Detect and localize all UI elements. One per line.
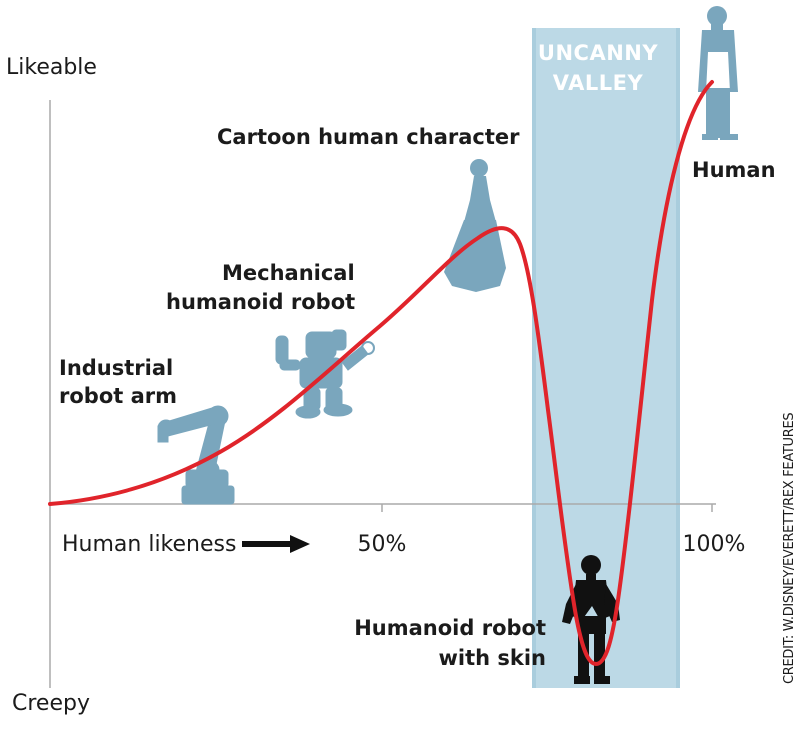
label-human: Human [692, 158, 776, 182]
uncanny-valley-band-edge-left [532, 28, 536, 688]
human-icon [698, 6, 738, 140]
label-industrial-line2: robot arm [59, 384, 177, 408]
y-axis-top-label: Likeable [6, 55, 97, 80]
x-tick-100: 100% [683, 532, 746, 557]
uncanny-valley-band [532, 28, 680, 688]
label-mechanical-line1: Mechanical [222, 261, 355, 285]
x-tick-50: 50% [358, 532, 407, 557]
image-credit: CREDIT: W.DISNEY/EVERETT/REX FEATURES [782, 413, 797, 684]
mechanical-humanoid-robot-icon [275, 329, 375, 419]
industrial-robot-arm-icon [157, 405, 235, 505]
label-cartoon: Cartoon human character [217, 125, 520, 149]
label-humanoid-skin-line1: Humanoid robot [354, 616, 546, 640]
valley-title-line2: VALLEY [553, 71, 644, 95]
uncanny-valley-curve [48, 80, 714, 667]
label-industrial-line1: Industrial [59, 356, 173, 380]
x-axis-label: Human likeness [62, 532, 236, 557]
uncanny-valley-band-edge-right [676, 28, 680, 688]
y-axis-bottom-label: Creepy [12, 691, 90, 716]
valley-title-line1: UNCANNY [538, 41, 658, 65]
cartoon-human-character-icon [444, 159, 506, 292]
x-axis-arrow-icon [242, 535, 310, 553]
label-mechanical-line2: humanoid robot [166, 290, 355, 314]
label-humanoid-skin-line2: with skin [438, 646, 546, 670]
